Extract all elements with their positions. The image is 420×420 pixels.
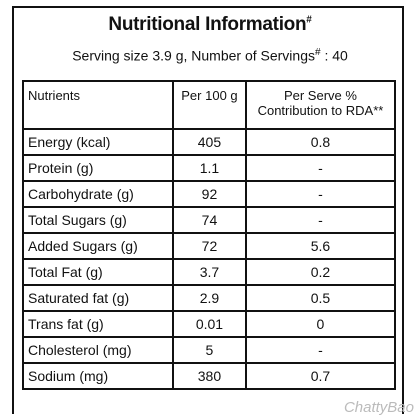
- serving-count: : 40: [324, 47, 348, 64]
- table-cell: Saturated fat (g): [22, 284, 174, 312]
- table-row: Cholesterol (mg) 5-: [22, 336, 397, 364]
- table-cell: Total Sugars (g): [22, 206, 174, 234]
- table-row: Added Sugars (g) 72 5.6: [22, 232, 397, 260]
- table-cell: -: [244, 180, 397, 208]
- table-row: Total Sugars (g) 74-: [22, 206, 397, 234]
- table-row: Saturated fat (g) 2.9 0.5: [22, 284, 397, 312]
- watermark: ChattyBao: [343, 399, 414, 416]
- header-cell: Per Serve % Contribution to RDA**: [244, 80, 397, 130]
- table-cell: 0.8: [244, 128, 397, 156]
- title-text: Nutritional Information: [108, 14, 307, 35]
- table-cell: 5: [172, 336, 247, 364]
- table-cell: 405: [172, 128, 247, 156]
- table-row: Sodium (mg) 380 0.7: [22, 362, 397, 390]
- header-line: Contribution to RDA**: [257, 103, 384, 118]
- title: Nutritional Information#: [0, 14, 420, 36]
- header-line: Per Serve %: [283, 88, 357, 103]
- nutrition-table: Nutrients Per 100 g Per Serve % Contributio…: [22, 80, 397, 390]
- table-cell: 0.5: [244, 284, 397, 312]
- table-row: Trans fat (g) 0.01 0: [22, 310, 397, 338]
- table-cell: 92: [172, 180, 247, 208]
- table-cell: Energy (kcal): [22, 128, 174, 156]
- header-cell: Per 100 g: [172, 80, 247, 130]
- table-row: Total Fat (g) 3.7 0.2: [22, 258, 397, 286]
- table-cell: 74: [172, 206, 247, 234]
- table-cell: -: [244, 336, 397, 364]
- table-row: Energy (kcal) 405 0.8: [22, 128, 397, 156]
- label-frame: [12, 6, 404, 414]
- table-cell: 3.7: [172, 258, 247, 286]
- title-mark: #: [306, 14, 312, 26]
- table-cell: Total Fat (g): [22, 258, 174, 286]
- table-cell: 0.01: [172, 310, 247, 338]
- table-cell: Cholesterol (mg): [22, 336, 174, 364]
- table-cell: 1.1: [172, 154, 247, 182]
- table-row: Protein (g) 1.1-: [22, 154, 397, 182]
- table-cell: 2.9: [172, 284, 247, 312]
- table-cell: 380: [172, 362, 247, 390]
- header-row: Nutrients Per 100 g Per Serve % Contributio…: [22, 80, 397, 130]
- table-cell: -: [244, 206, 397, 234]
- table-cell: Carbohydrate (g): [22, 180, 174, 208]
- table-cell: -: [244, 154, 397, 182]
- header-cell: Nutrients: [22, 80, 174, 130]
- serving-mark: #: [314, 47, 321, 58]
- table-cell: Added Sugars (g): [22, 232, 174, 260]
- table-cell: Protein (g): [22, 154, 174, 182]
- table-cell: 5.6: [244, 232, 397, 260]
- table-cell: Sodium (mg): [22, 362, 174, 390]
- table-cell: 0.7: [244, 362, 397, 390]
- serving-info: Serving size 3.9 g, Number of Servings# …: [0, 47, 420, 64]
- table-cell: 0.2: [244, 258, 397, 286]
- serving-text: Serving size 3.9 g, Number of Servings: [72, 47, 315, 64]
- table-cell: 0: [244, 310, 397, 338]
- table-row: Carbohydrate (g) 92-: [22, 180, 397, 208]
- table-cell: Trans fat (g): [22, 310, 174, 338]
- table-cell: 72: [172, 232, 247, 260]
